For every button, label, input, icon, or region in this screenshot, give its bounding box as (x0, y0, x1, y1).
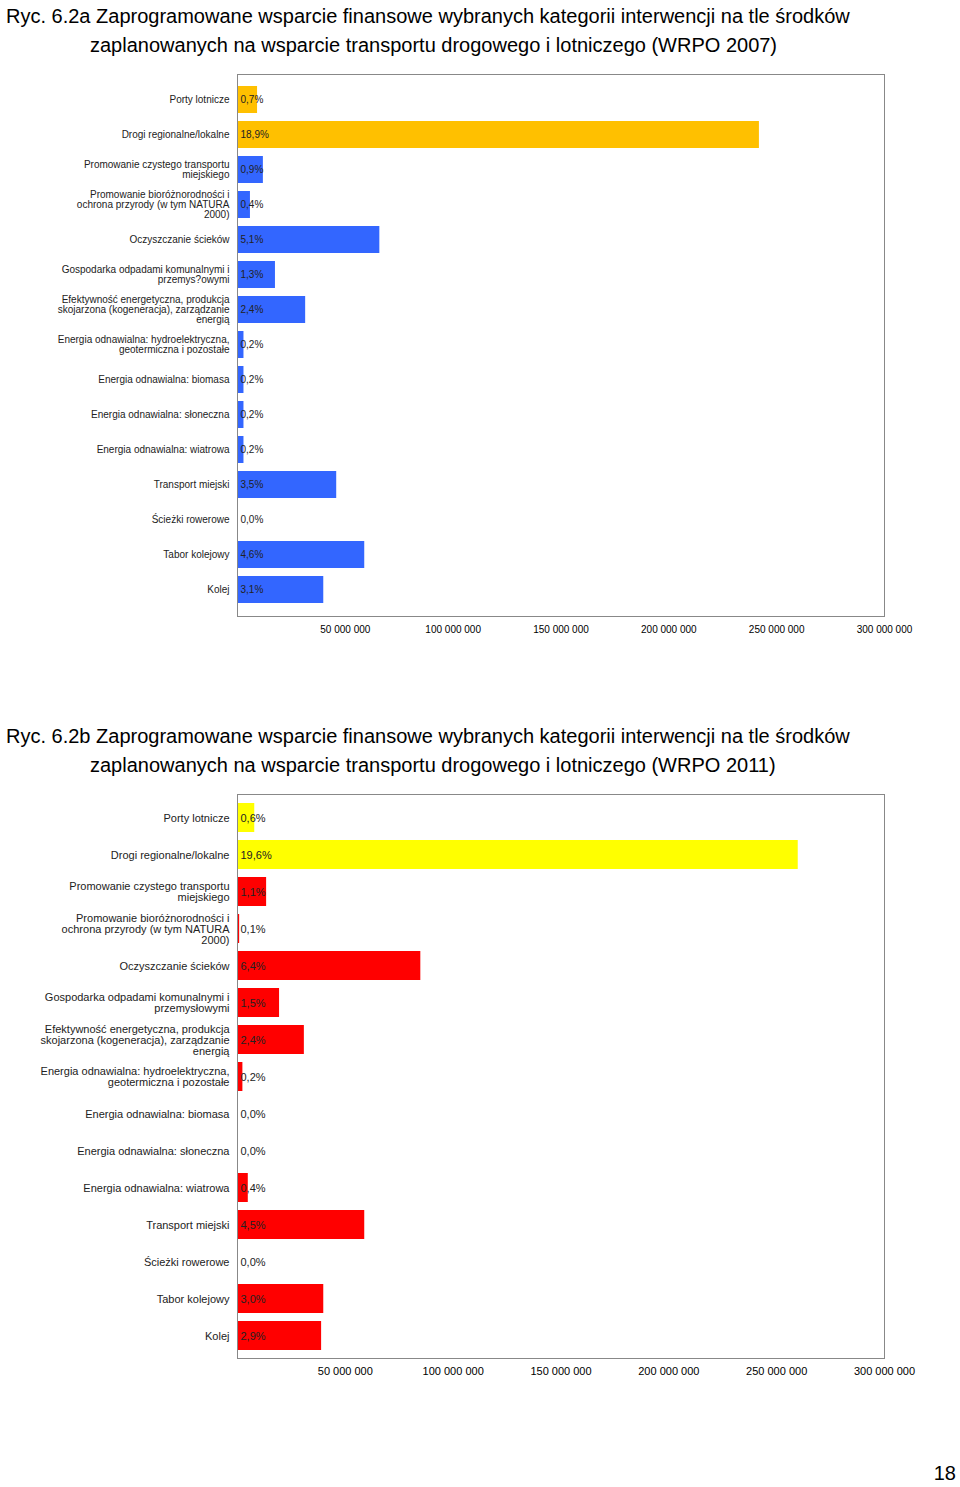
svg-text:200 000 000: 200 000 000 (641, 624, 697, 635)
svg-text:150 000 000: 150 000 000 (533, 624, 589, 635)
svg-text:Promowanie czystego transportu: Promowanie czystego transportumiejskiego (84, 159, 230, 180)
svg-text:Promowanie bioróżnorodności io: Promowanie bioróżnorodności iochrona prz… (77, 189, 230, 220)
svg-text:300 000 000: 300 000 000 (857, 624, 913, 635)
svg-text:Drogi regionalne/lokalne: Drogi regionalne/lokalne (111, 849, 230, 861)
svg-text:50 000 000: 50 000 000 (318, 1365, 373, 1377)
svg-text:0,2%: 0,2% (241, 374, 264, 385)
svg-text:0,7%: 0,7% (241, 94, 264, 105)
svg-text:Ścieżki rowerowe: Ścieżki rowerowe (152, 513, 230, 525)
svg-text:50 000 000: 50 000 000 (320, 624, 370, 635)
svg-text:Tabor kolejowy: Tabor kolejowy (157, 1293, 230, 1305)
svg-text:0,6%: 0,6% (241, 812, 266, 824)
svg-text:4,5%: 4,5% (241, 1219, 266, 1231)
svg-text:Efektywność energetyczna, prod: Efektywność energetyczna, produkcjaskoja… (58, 294, 230, 325)
svg-text:2,4%: 2,4% (241, 304, 264, 315)
svg-text:3,0%: 3,0% (241, 1293, 266, 1305)
svg-text:Efektywność energetyczna, prod: Efektywność energetyczna, produkcjaskoja… (41, 1023, 231, 1057)
svg-text:0,0%: 0,0% (241, 1256, 266, 1268)
svg-text:Porty lotnicze: Porty lotnicze (169, 94, 229, 105)
svg-text:3,5%: 3,5% (241, 479, 264, 490)
svg-text:0,0%: 0,0% (241, 1145, 266, 1157)
svg-text:Promowanie czystego transportu: Promowanie czystego transportumiejskiego (69, 880, 229, 903)
svg-text:19,6%: 19,6% (241, 849, 272, 861)
svg-text:Kolej: Kolej (205, 1330, 229, 1342)
svg-text:Energia odnawialna: wiatrowa: Energia odnawialna: wiatrowa (83, 1182, 230, 1194)
svg-text:0,0%: 0,0% (241, 1108, 266, 1120)
svg-text:0,2%: 0,2% (241, 339, 264, 350)
svg-text:150 000 000: 150 000 000 (530, 1365, 591, 1377)
svg-text:2,4%: 2,4% (241, 1034, 266, 1046)
svg-text:Energia odnawialna: słoneczna: Energia odnawialna: słoneczna (91, 409, 230, 420)
svg-text:4,6%: 4,6% (241, 549, 264, 560)
svg-text:Energia odnawialna: hydroelekt: Energia odnawialna: hydroelektryczna,geo… (41, 1065, 230, 1088)
svg-text:5,1%: 5,1% (241, 234, 264, 245)
svg-text:Tabor kolejowy: Tabor kolejowy (163, 549, 229, 560)
html-text:Ryc. 6.2b Zaprogramowane wspar: Ryc. 6.2b Zaprogramowane wsparcie finans… (6, 725, 850, 776)
svg-text:Drogi regionalne/lokalne: Drogi regionalne/lokalne (122, 129, 230, 140)
svg-text:1,3%: 1,3% (241, 269, 264, 280)
svg-text:0,2%: 0,2% (241, 1071, 266, 1083)
svg-text:0,4%: 0,4% (241, 1182, 266, 1194)
svg-text:Kolej: Kolej (207, 584, 229, 595)
svg-text:250 000 000: 250 000 000 (749, 624, 805, 635)
svg-text:Porty lotnicze: Porty lotnicze (163, 812, 229, 824)
svg-text:3,1%: 3,1% (241, 584, 264, 595)
svg-text:Promowanie bioróżnorodności io: Promowanie bioróżnorodności iochrona prz… (62, 912, 231, 946)
html-text:18: 18 (933, 1462, 956, 1484)
svg-text:1,5%: 1,5% (241, 997, 266, 1009)
svg-text:0,0%: 0,0% (241, 514, 264, 525)
svg-text:0,9%: 0,9% (241, 164, 264, 175)
svg-text:Transport miejski: Transport miejski (146, 1219, 229, 1231)
svg-text:18,9%: 18,9% (241, 129, 269, 140)
svg-text:0,1%: 0,1% (241, 923, 266, 935)
svg-text:Energia odnawialna: biomasa: Energia odnawialna: biomasa (85, 1108, 230, 1120)
svg-text:Ścieżki rowerowe: Ścieżki rowerowe (144, 1256, 230, 1268)
svg-text:6,4%: 6,4% (241, 960, 266, 972)
svg-text:Gospodarka odpadami komunalnym: Gospodarka odpadami komunalnymi iprzemys… (62, 264, 230, 285)
svg-text:Energia odnawialna: biomasa: Energia odnawialna: biomasa (98, 374, 230, 385)
svg-text:Oczyszczanie ścieków: Oczyszczanie ścieków (129, 234, 230, 245)
svg-text:Oczyszczanie ścieków: Oczyszczanie ścieków (119, 960, 229, 972)
svg-text:0,2%: 0,2% (241, 409, 264, 420)
svg-text:100 000 000: 100 000 000 (423, 1365, 484, 1377)
html-text:Ryc. 6.2a Zaprogramowane wspar: Ryc. 6.2a Zaprogramowane wsparcie finans… (6, 5, 850, 56)
svg-text:2,9%: 2,9% (241, 1330, 266, 1342)
svg-text:Energia odnawialna: słoneczna: Energia odnawialna: słoneczna (77, 1145, 230, 1157)
svg-text:Transport miejski: Transport miejski (154, 479, 230, 490)
svg-text:100 000 000: 100 000 000 (425, 624, 481, 635)
svg-text:Energia odnawialna: wiatrowa: Energia odnawialna: wiatrowa (97, 444, 230, 455)
svg-text:200 000 000: 200 000 000 (638, 1365, 699, 1377)
svg-text:Energia odnawialna: hydroelekt: Energia odnawialna: hydroelektryczna,geo… (58, 334, 230, 355)
svg-text:Gospodarka odpadami komunalnym: Gospodarka odpadami komunalnymi iprzemys… (45, 991, 230, 1014)
svg-text:300 000 000: 300 000 000 (854, 1365, 915, 1377)
svg-text:0,2%: 0,2% (241, 444, 264, 455)
svg-text:0,4%: 0,4% (241, 199, 264, 210)
svg-text:250 000 000: 250 000 000 (746, 1365, 807, 1377)
svg-text:1,1%: 1,1% (241, 886, 266, 898)
